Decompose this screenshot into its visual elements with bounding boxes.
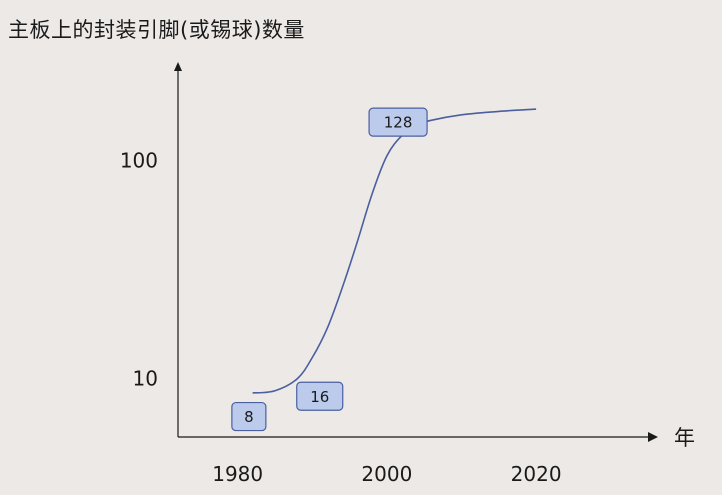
- annotation-label: 8: [244, 408, 254, 426]
- annotation-box: [296, 381, 344, 411]
- annotation: 128: [368, 107, 428, 137]
- y-tick-label: 100: [120, 149, 158, 173]
- y-axis-arrow: [174, 62, 182, 71]
- x-axis-arrow: [648, 432, 658, 442]
- y-tick-label: 10: [133, 367, 158, 391]
- x-tick-label: 2020: [511, 462, 562, 486]
- x-tick-label: 1980: [212, 462, 263, 486]
- x-tick-label: 2000: [361, 462, 412, 486]
- annotation: 16: [296, 381, 344, 411]
- annotation-label: 16: [310, 388, 329, 406]
- annotation-box: [231, 401, 267, 432]
- annotation-label: 128: [384, 114, 413, 132]
- chart-title: 主板上的封装引脚(或锡球)数量: [8, 18, 305, 42]
- annotation-box: [368, 107, 428, 137]
- x-axis-label: 年: [674, 426, 695, 450]
- series-line: [252, 108, 537, 394]
- annotation: 8: [231, 401, 267, 432]
